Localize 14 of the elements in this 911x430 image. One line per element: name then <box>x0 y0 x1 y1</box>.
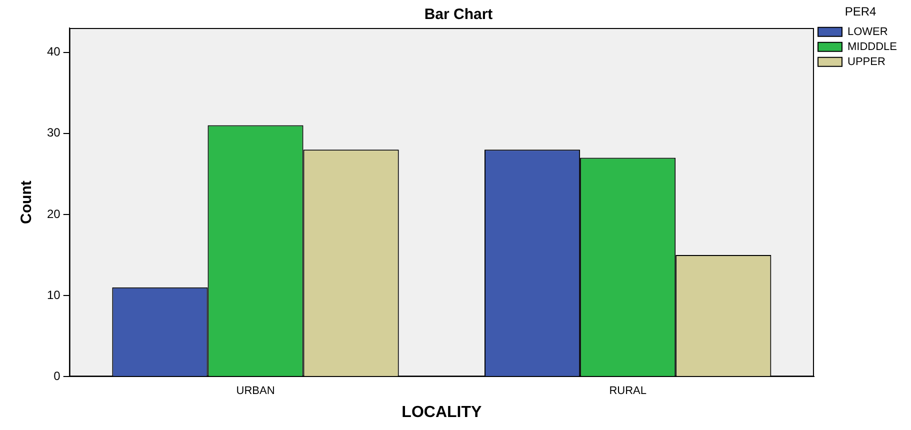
y-tick-label: 40 <box>46 44 61 59</box>
y-axis-title: Count <box>18 180 36 224</box>
x-tick-label: RURAL <box>609 385 646 398</box>
legend-title: PER4 <box>844 4 876 18</box>
y-tick-label: 0 <box>54 368 61 383</box>
x-axis-title: LOCALITY <box>402 404 482 421</box>
x-tick-label: URBAN <box>236 385 275 398</box>
y-tick-label: 30 <box>46 126 61 140</box>
legend-label: UPPER <box>847 56 886 68</box>
chart-title: Bar Chart <box>424 6 493 24</box>
y-tick-label: 20 <box>46 206 61 221</box>
legend-label: MIDDDLE <box>847 40 898 53</box>
y-tick-label: 10 <box>46 288 61 302</box>
legend-label: LOWER <box>847 26 888 38</box>
